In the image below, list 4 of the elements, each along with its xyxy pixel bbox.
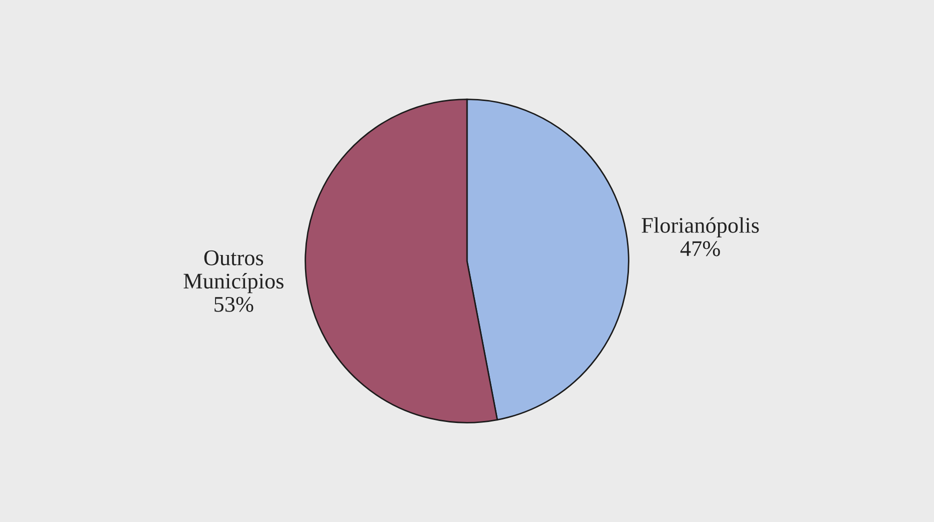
data-label: 53% [214,296,254,312]
slice-label: Florianópolis [642,217,759,238]
data-label: 47% [680,241,720,256]
slice-label: Outros Municípios [184,250,284,294]
